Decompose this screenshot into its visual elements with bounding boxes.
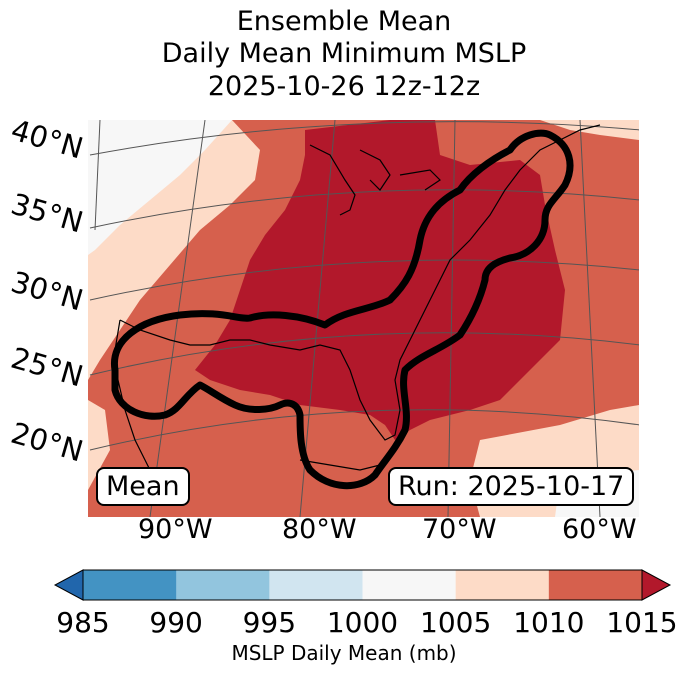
colorbar-label: MSLP Daily Mean (mb) bbox=[231, 641, 457, 665]
colorbar-tick-label: 995 bbox=[242, 606, 297, 639]
colorbar-tick-label: 1015 bbox=[606, 606, 678, 639]
field-1015-core bbox=[195, 120, 565, 440]
colorbar-tick-label: 1005 bbox=[420, 606, 492, 639]
lon-label-90w: 90°W bbox=[138, 514, 213, 545]
colorbar-segment bbox=[548, 570, 643, 600]
colorbar-tick-label: 985 bbox=[56, 606, 110, 639]
mean-box: Mean bbox=[96, 467, 190, 506]
lon-label-70w: 70°W bbox=[422, 514, 497, 545]
colorbar-tick-label: 1000 bbox=[326, 606, 399, 639]
colorbar-extend-high bbox=[641, 569, 672, 601]
title-line-2: Daily Mean Minimum MSLP bbox=[161, 38, 527, 69]
colorbar-segment bbox=[83, 570, 177, 600]
colorbar-segment bbox=[176, 570, 270, 600]
colorbar-tick-label: 990 bbox=[149, 606, 203, 639]
colorbar-outline bbox=[82, 569, 643, 601]
colorbar-segment bbox=[455, 570, 550, 600]
colorbar-extend-low bbox=[53, 569, 84, 601]
lon-label-80w: 80°W bbox=[282, 514, 357, 545]
lon-label-60w: 60°W bbox=[562, 514, 637, 545]
colorbar-segment bbox=[269, 570, 363, 600]
title-line-1: Ensemble Mean bbox=[236, 6, 452, 37]
colorbar-tick-label: 1010 bbox=[513, 606, 585, 639]
colorbar-segment bbox=[362, 570, 457, 600]
run-box: Run: 2025-10-17 bbox=[388, 467, 635, 506]
title-line-3: 2025-10-26 12z-12z bbox=[207, 71, 481, 102]
probability-contour bbox=[110, 129, 574, 490]
field-1005-1010-southwest bbox=[88, 400, 110, 490]
